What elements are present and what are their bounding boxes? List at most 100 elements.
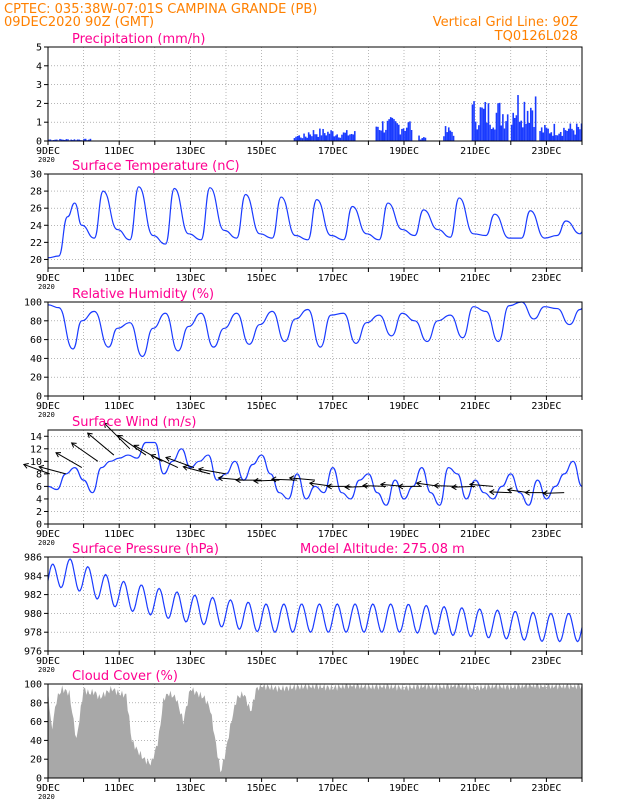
panel-frame xyxy=(47,429,583,525)
x-tick-label: 11DEC xyxy=(104,783,134,794)
wind-vector-head xyxy=(288,475,295,482)
precip-bar xyxy=(522,127,524,141)
wind-vector-head xyxy=(468,481,475,488)
precip-bar xyxy=(555,135,557,141)
y-tick-label: 40 xyxy=(30,354,42,365)
precip-bar xyxy=(482,108,485,141)
x-tick-label: 23DEC xyxy=(531,656,561,667)
wind-vector-head xyxy=(253,477,259,484)
x-tick-label: 17DEC xyxy=(318,783,348,794)
year-label: 2020 xyxy=(38,666,55,674)
precip-bar xyxy=(48,139,50,141)
precip-bar xyxy=(385,129,387,141)
precip-bar xyxy=(550,132,553,141)
wind-vector-head xyxy=(415,480,422,487)
precip-bar xyxy=(443,136,445,141)
precip-bar xyxy=(421,138,424,141)
wind-vector xyxy=(23,463,50,475)
y-tick-label: 978 xyxy=(24,628,42,639)
wind-vector-head xyxy=(524,489,530,496)
precip-bar xyxy=(492,127,495,141)
y-tick-label: 3 xyxy=(36,80,42,91)
panel-frame xyxy=(47,301,583,397)
precip-bar xyxy=(345,130,348,141)
x-tick-label: 15DEC xyxy=(247,783,277,794)
y-tick-label: 22 xyxy=(30,238,42,249)
precip-bar xyxy=(73,139,76,141)
year-label: 2020 xyxy=(38,539,55,547)
panel-title: Cloud Cover (%) xyxy=(72,669,178,684)
y-tick-label: 12 xyxy=(30,444,42,455)
precip-bar xyxy=(476,129,479,141)
y-tick-label: 986 xyxy=(24,553,42,564)
precip-bar xyxy=(342,132,345,141)
precip-bar xyxy=(375,126,378,141)
precip-bar xyxy=(309,134,312,141)
wind-vector xyxy=(543,492,565,494)
y-tick-label: 100 xyxy=(24,298,42,309)
wind-vector-head xyxy=(235,477,241,484)
precip-bar xyxy=(64,139,66,141)
precip-bar xyxy=(347,135,350,141)
x-tick-label: 9DEC xyxy=(36,529,60,540)
precip-bar xyxy=(447,127,450,141)
x-tick-label: 21DEC xyxy=(460,401,490,412)
precip-bar xyxy=(520,120,523,141)
x-tick-label: 19DEC xyxy=(389,529,419,540)
y-tick-label: 2 xyxy=(36,507,42,518)
x-tick-label: 21DEC xyxy=(460,783,490,794)
y-tick-label: 14 xyxy=(30,432,42,443)
precip-bar xyxy=(350,133,353,141)
precip-bar xyxy=(304,136,307,141)
wind-vector xyxy=(103,422,131,450)
wind-vector-head xyxy=(542,490,548,497)
precip-bar xyxy=(489,124,491,141)
precip-bar xyxy=(577,126,580,141)
x-tick-label: 19DEC xyxy=(389,273,419,284)
precip-bar xyxy=(62,139,65,141)
precip-bar xyxy=(451,131,453,141)
wind-vector-head xyxy=(379,481,386,488)
x-tick-label: 13DEC xyxy=(175,656,205,667)
y-tick-label: 2 xyxy=(36,99,42,110)
wind-vector xyxy=(507,489,529,494)
precip-bar xyxy=(339,137,342,141)
wind-vector xyxy=(150,454,179,469)
wind-vector xyxy=(55,452,83,469)
precip-bar xyxy=(542,132,545,141)
precip-bar xyxy=(510,124,513,141)
temp-line xyxy=(47,186,583,259)
precip-bar xyxy=(518,121,521,141)
wind-vector-head xyxy=(270,476,277,483)
x-tick-label: 13DEC xyxy=(175,783,205,794)
precip-bar xyxy=(317,136,320,141)
precip-bar xyxy=(547,128,549,141)
precip-bar xyxy=(497,103,499,141)
precip-bar xyxy=(452,135,455,141)
wind-vector xyxy=(451,485,476,488)
wind-vector xyxy=(289,477,316,481)
precip-bar xyxy=(502,114,504,141)
precip-bar xyxy=(322,128,324,141)
precip-bar xyxy=(424,137,427,141)
precip-bar xyxy=(295,136,297,141)
precip-bar xyxy=(569,123,572,141)
precip-bar xyxy=(418,135,420,141)
precip-bar xyxy=(84,138,87,141)
x-tick-label: 9DEC xyxy=(36,783,60,794)
wind-vector xyxy=(362,485,387,487)
precip-bar xyxy=(486,122,488,141)
precip-bar xyxy=(312,130,315,141)
precip-bar xyxy=(523,101,526,141)
precip-bar xyxy=(314,134,316,141)
precip-bar xyxy=(88,139,90,141)
x-tick-label: 17DEC xyxy=(318,529,348,540)
y-tick-label: 60 xyxy=(30,335,42,346)
precip-bar xyxy=(539,131,541,141)
precip-bar xyxy=(59,138,61,141)
wind-vector-head xyxy=(86,432,93,438)
precip-bar xyxy=(331,131,334,141)
precip-bar xyxy=(377,126,379,141)
y-tick-label: 80 xyxy=(30,698,42,709)
